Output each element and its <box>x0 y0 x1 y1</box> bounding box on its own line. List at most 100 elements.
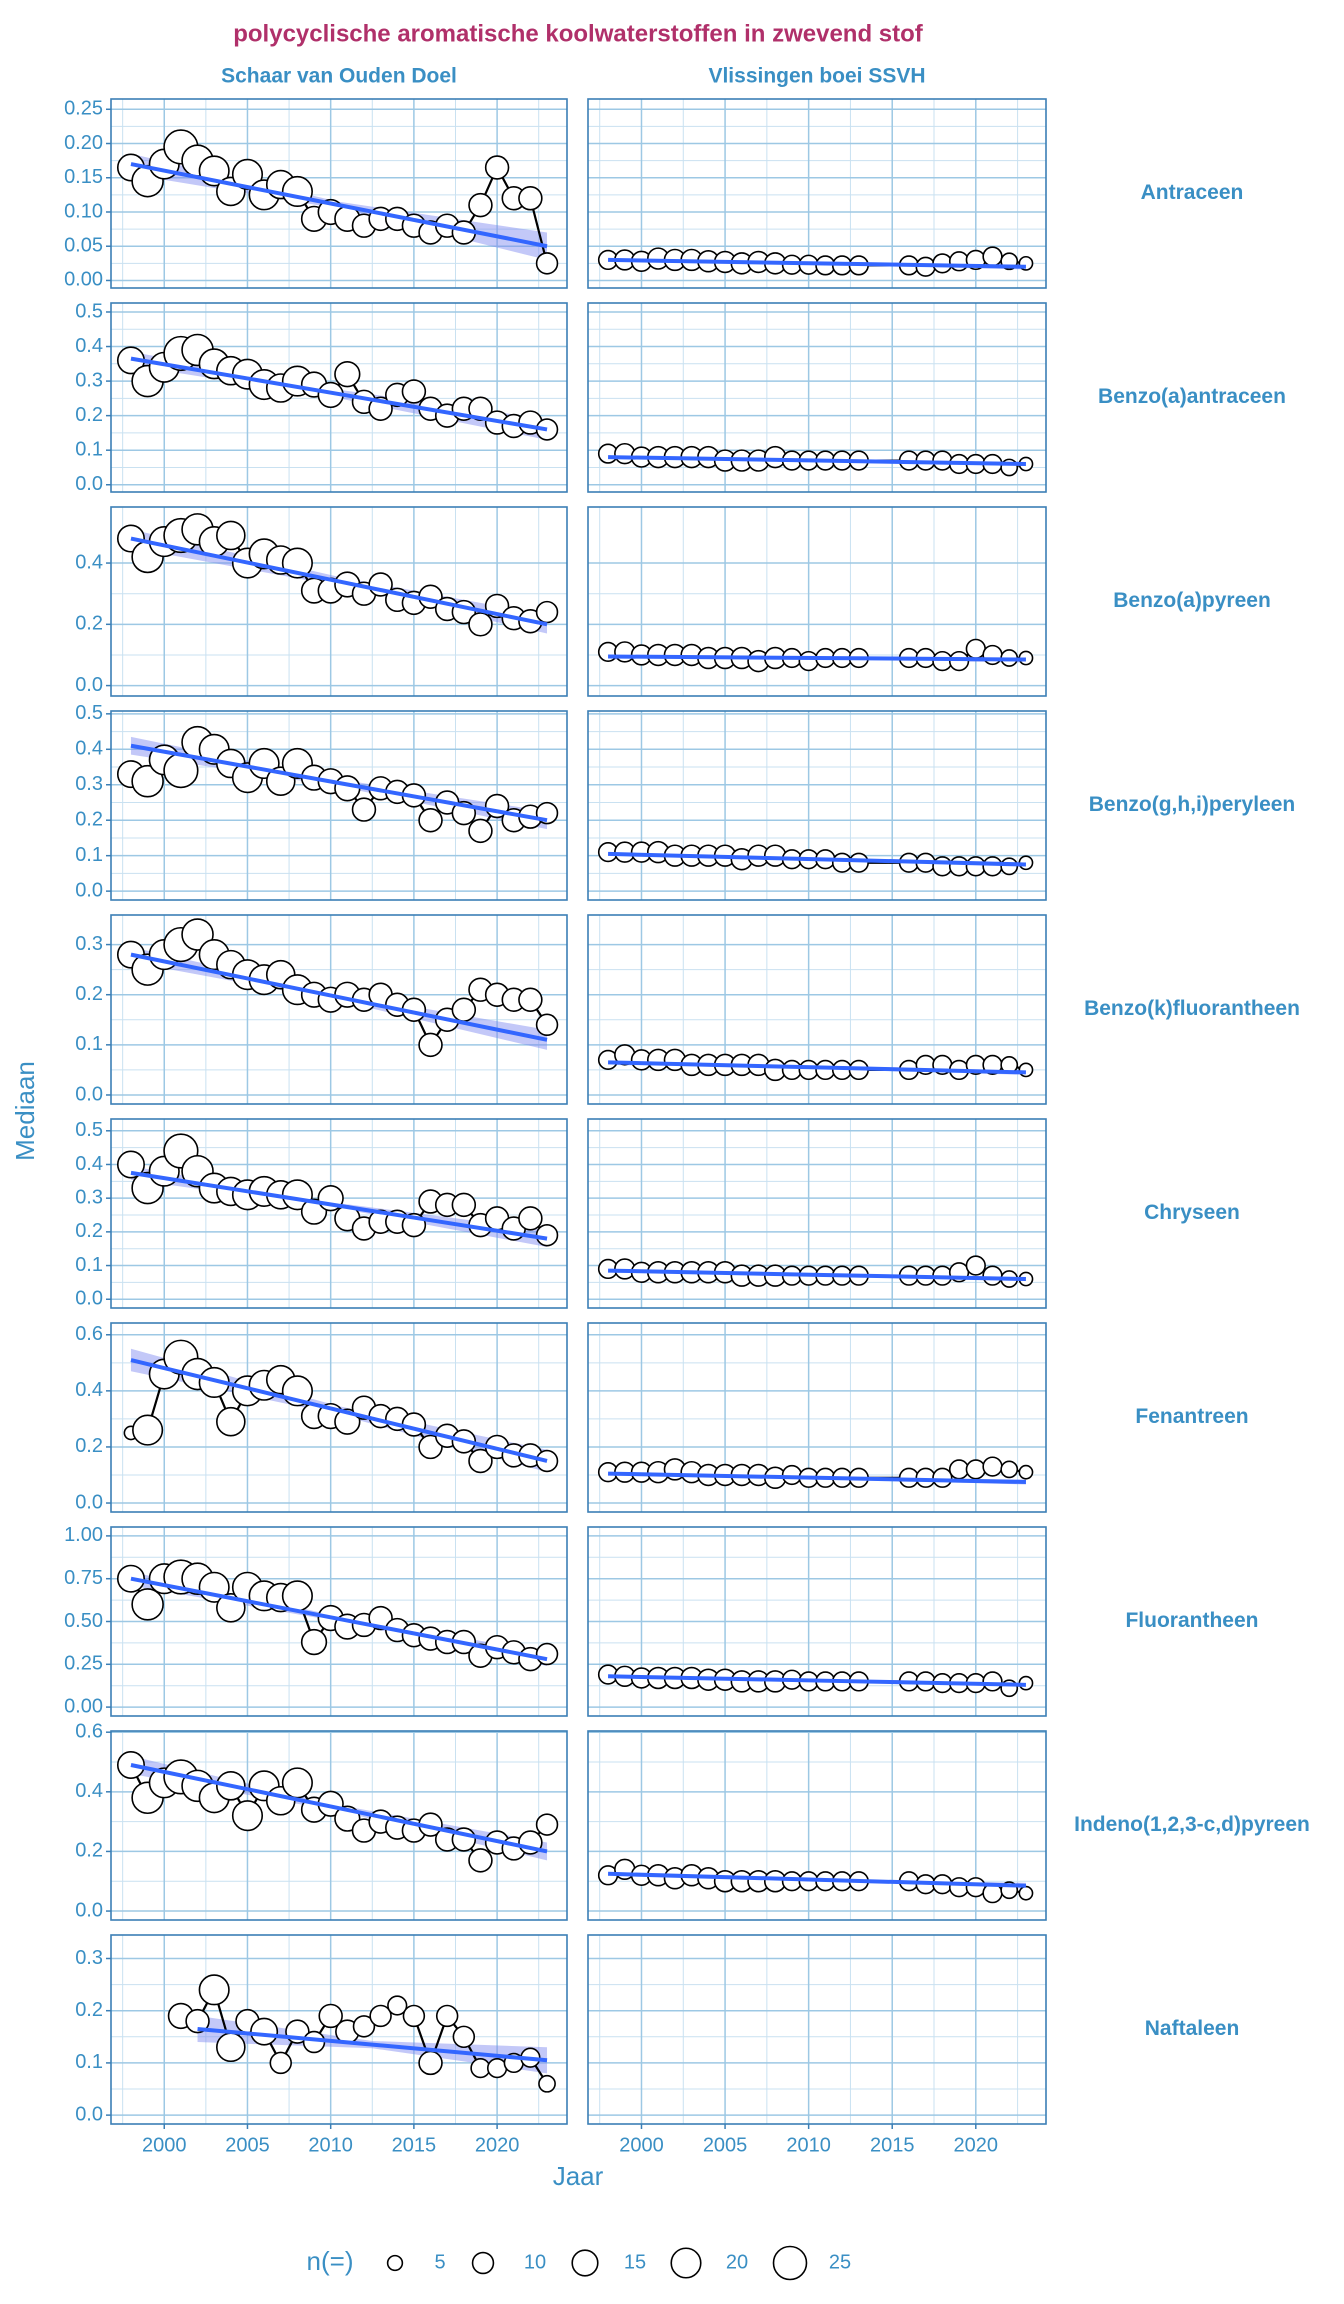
data-point <box>948 251 970 272</box>
data-point <box>334 361 361 388</box>
data-point <box>452 2025 476 2049</box>
data-point <box>281 175 313 208</box>
row-strip-label: Fenantreen <box>1135 1405 1248 1428</box>
data-point <box>982 246 1003 267</box>
y-tick-label: 0.4 <box>75 1379 103 1401</box>
y-tick-label: 1.00 <box>64 1524 103 1546</box>
data-point <box>116 1150 145 1179</box>
column-header: Vlissingen boei SSVH <box>708 65 925 88</box>
y-tick-label: 0.5 <box>75 702 103 724</box>
data-point <box>351 797 377 822</box>
data-point <box>982 1671 1003 1692</box>
panel-background <box>588 915 1046 1104</box>
trend-line <box>608 654 1026 662</box>
row-strip-label: Antraceen <box>1141 181 1244 204</box>
data-point <box>915 1467 936 1488</box>
trend-line <box>130 1358 548 1463</box>
data-point <box>216 2032 246 2063</box>
trend-line <box>130 536 548 627</box>
panel-border <box>110 1118 568 1309</box>
legend-symbol <box>471 2251 495 2275</box>
y-tick-label: 0.25 <box>64 98 103 120</box>
y-tick-label: 0.25 <box>64 1653 103 1675</box>
y-tick-label: 0.4 <box>75 551 103 573</box>
trend-line <box>130 356 548 432</box>
trend-line <box>608 1268 1026 1282</box>
panel-border <box>587 914 1047 1105</box>
trend-line <box>608 1471 1026 1484</box>
panel-background <box>111 99 567 288</box>
data-point <box>418 2050 443 2076</box>
data-point <box>132 1414 164 1446</box>
y-tick-label: 0.3 <box>75 773 103 795</box>
y-tick-label: 0.1 <box>75 1254 103 1276</box>
data-point <box>535 600 559 624</box>
y-tick-label: 0.6 <box>75 1720 103 1742</box>
data-point <box>468 192 493 218</box>
data-point <box>1000 1460 1019 1479</box>
data-point <box>535 252 559 275</box>
trend-line <box>197 2026 548 2063</box>
x-tick-label: 2000 <box>619 2134 664 2156</box>
y-tick-label: 0.15 <box>64 166 103 188</box>
y-tick-label: 0.3 <box>75 1947 103 1969</box>
panel-border <box>110 1322 568 1513</box>
row-strip-label: Benzo(a)pyreen <box>1113 589 1271 612</box>
y-tick-label: 0.1 <box>75 2051 103 2073</box>
data-point <box>185 2008 210 2034</box>
panel-border <box>587 98 1047 289</box>
y-tick-label: 0.4 <box>75 335 103 357</box>
legend-label: 25 <box>829 2251 851 2273</box>
y-tick-label: 0.20 <box>64 132 103 154</box>
data-point <box>418 807 443 833</box>
data-point <box>131 1588 164 1621</box>
data-point <box>965 638 986 659</box>
data-point <box>815 1059 836 1081</box>
data-point <box>334 775 361 802</box>
data-point <box>1018 1062 1034 1078</box>
y-tick-label: 0.2 <box>75 1999 103 2021</box>
column-header: Schaar van Ouden Doel <box>221 65 457 88</box>
trend-line <box>130 952 548 1042</box>
legend-symbol <box>386 2254 404 2272</box>
trend-line <box>130 1763 548 1854</box>
data-point <box>982 1265 1003 1286</box>
data-point <box>198 1974 230 2006</box>
data-point <box>468 818 493 844</box>
y-tick-label: 0.0 <box>75 1083 103 1105</box>
row-strip-label: Benzo(a)antraceen <box>1098 385 1286 408</box>
data-point <box>418 1434 443 1460</box>
panel-border <box>110 1934 568 2125</box>
data-point <box>965 1877 986 1898</box>
data-point <box>798 1059 819 1081</box>
y-tick-label: 0.3 <box>75 1186 103 1208</box>
data-point <box>781 1464 803 1486</box>
data-point <box>965 856 986 877</box>
y-axis-title: Mediaan <box>10 1061 40 1161</box>
data-point <box>932 1467 953 1488</box>
data-point <box>216 1406 246 1437</box>
data-point <box>1000 857 1019 876</box>
data-point <box>965 1255 986 1276</box>
x-tick-label: 2010 <box>308 2134 353 2156</box>
legend-label: 15 <box>624 2251 646 2273</box>
trend-line <box>608 1060 1026 1075</box>
x-tick-label: 2010 <box>786 2134 831 2156</box>
data-point <box>948 1877 970 1898</box>
data-point <box>781 1059 803 1081</box>
data-point <box>1018 1885 1034 1901</box>
y-tick-label: 0.05 <box>64 235 103 257</box>
y-tick-label: 0.0 <box>75 674 103 696</box>
data-point <box>781 1871 803 1892</box>
y-tick-label: 0.0 <box>75 1288 103 1310</box>
trend-line <box>130 1576 548 1662</box>
y-tick-label: 0.0 <box>75 1491 103 1513</box>
data-point <box>848 852 869 873</box>
panel-border <box>110 1526 568 1717</box>
x-tick-label: 2000 <box>142 2134 187 2156</box>
y-tick-label: 0.0 <box>75 2103 103 2125</box>
panel-border <box>587 1730 1047 1921</box>
data-point <box>932 650 953 672</box>
chart-title: polycyclische aromatische koolwaterstoff… <box>233 20 924 47</box>
x-tick-label: 2020 <box>475 2134 520 2156</box>
